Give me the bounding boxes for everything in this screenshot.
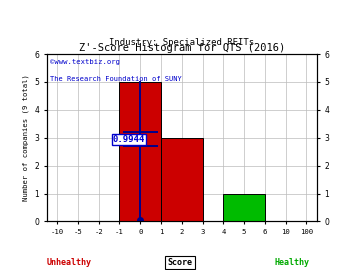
Text: Healthy: Healthy [275, 258, 310, 267]
Text: Score: Score [167, 258, 193, 267]
Bar [161, 138, 203, 221]
Text: Unhealthy: Unhealthy [47, 258, 92, 267]
Bar [223, 194, 265, 221]
Text: Industry: Specialized REITs: Industry: Specialized REITs [109, 38, 255, 47]
Text: 0.9944: 0.9944 [113, 134, 145, 144]
Y-axis label: Number of companies (9 total): Number of companies (9 total) [22, 74, 29, 201]
Bar [120, 82, 161, 221]
Text: ©www.textbiz.org: ©www.textbiz.org [50, 59, 120, 65]
Title: Z'-Score Histogram for QTS (2016): Z'-Score Histogram for QTS (2016) [79, 43, 285, 53]
Text: The Research Foundation of SUNY: The Research Foundation of SUNY [50, 76, 181, 82]
